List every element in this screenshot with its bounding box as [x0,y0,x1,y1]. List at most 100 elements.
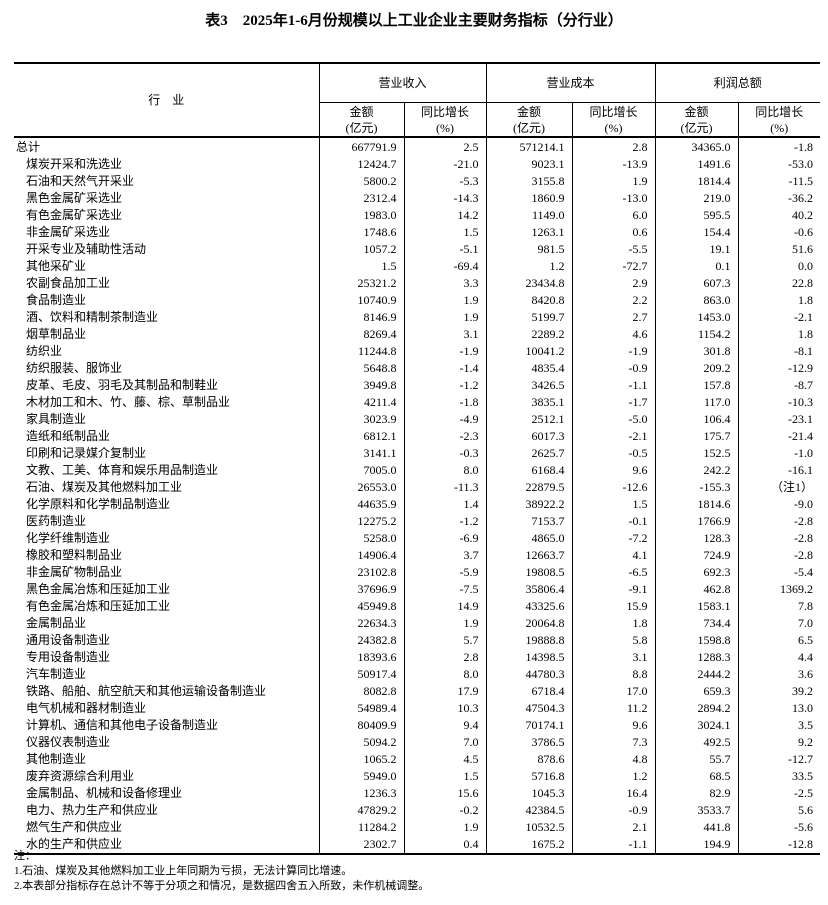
cost-growth: 8.8 [571,666,656,683]
table-row: 化学原料和化学制品制造业 44635.9 1.4 38922.2 1.5 1814.6 -9… [14,496,821,513]
revenue-amount: 25321.2 [318,275,404,292]
profit-growth: 40.2 [737,207,821,224]
amount-unit: (亿元) [345,121,378,135]
cost-amount: 10532.5 [485,819,573,836]
revenue-growth: 4.5 [403,751,487,768]
table-row: 黑色金属冶炼和压延加工业 37696.9 -7.5 35806.4 -9.1 462.8 1… [14,581,821,598]
industry-name: 非金属矿采选业 [26,225,111,239]
revenue-growth: 1.5 [403,768,487,785]
industry-name: 仪器仪表制造业 [26,735,111,749]
industry-name: 通用设备制造业 [26,633,111,647]
profit-amount: 1583.1 [654,598,739,615]
table-row: 酒、饮料和精制茶制造业 8146.9 1.9 5199.7 2.7 1453.0 -2.1 [14,309,821,326]
cost-amount: 1675.2 [485,836,573,854]
profit-amount: 219.0 [654,190,739,207]
table-row: 医药制造业 12275.2 -1.2 7153.7 -0.1 1766.9 -2.8 [14,513,821,530]
cost-amount: 19808.5 [485,564,573,581]
cost-growth: -0.9 [571,360,656,377]
revenue-amount: 5648.8 [318,360,404,377]
revenue-amount: 54989.4 [318,700,404,717]
profit-growth: -2.5 [737,785,821,802]
profit-amount: 55.7 [654,751,739,768]
table-body: 总计 667791.9 2.5 571214.1 2.8 34365.0 -1.8 煤炭开采和… [14,137,821,854]
profit-growth: -5.6 [737,819,821,836]
cost-amount: 6718.4 [485,683,573,700]
revenue-amount: 26553.0 [318,479,404,496]
profit-growth: -12.9 [737,360,821,377]
cost-amount: 3155.8 [485,173,573,190]
cost-amount: 878.6 [485,751,573,768]
revenue-amount: 5949.0 [318,768,404,785]
table-row: 化学纤维制造业 5258.0 -6.9 4865.0 -7.2 128.3 -2.8 [14,530,821,547]
profit-growth: -11.5 [737,173,821,190]
amount-label: 金额 [349,105,374,119]
amount-subheader: 金额 (亿元) [654,102,739,138]
cost-amount: 38922.2 [485,496,573,513]
table-row: 金属制品业 22634.3 1.9 20064.8 1.8 734.4 7.0 [14,615,821,632]
industry-name: 煤炭开采和洗选业 [26,157,123,171]
industry-name: 印刷和记录媒介复制业 [26,446,147,460]
cost-growth: -12.6 [571,479,656,496]
profit-growth: -1.0 [737,445,821,462]
revenue-growth: -7.5 [403,581,487,598]
revenue-amount: 3141.1 [318,445,404,462]
profit-amount: 301.8 [654,343,739,360]
cost-amount: 1.2 [485,258,573,275]
revenue-growth: 2.5 [403,137,487,156]
cost-growth: 1.2 [571,768,656,785]
revenue-amount: 22634.3 [318,615,404,632]
profit-growth: -9.0 [737,496,821,513]
note-1: 1.石油、煤炭及其他燃料加工业上年同期为亏损，无法计算同比增速。 [14,865,353,877]
cost-amount: 70174.1 [485,717,573,734]
industry-name: 文教、工美、体育和娱乐用品制造业 [26,463,219,477]
revenue-amount: 4211.4 [318,394,404,411]
revenue-growth: -1.9 [403,343,487,360]
revenue-amount: 10740.9 [318,292,404,309]
cost-amount: 6168.4 [485,462,573,479]
industry-name: 食品制造业 [26,293,87,307]
industry-name: 酒、饮料和精制茶制造业 [26,310,159,324]
industry-name: 有色金属矿采选业 [26,208,123,222]
cost-growth: 1.9 [571,173,656,190]
revenue-amount: 23102.8 [318,564,404,581]
table-row: 皮革、毛皮、羽毛及其制品和制鞋业 3949.8 -1.2 3426.5 -1.1 157.… [14,377,821,394]
profit-amount: -155.3 [654,479,739,496]
table-row: 纺织业 11244.8 -1.9 10041.2 -1.9 301.8 -8.1 [14,343,821,360]
table-row: 其他采矿业 1.5 -69.4 1.2 -72.7 0.1 0.0 [14,258,821,275]
profit-amount: 1288.3 [654,649,739,666]
cost-amount: 571214.1 [485,137,573,156]
revenue-amount: 80409.9 [318,717,404,734]
table-row: 水的生产和供应业 2302.7 0.4 1675.2 -1.1 194.9 -12.8 [14,836,821,854]
revenue-amount: 12424.7 [318,156,404,173]
revenue-growth: 8.0 [403,462,487,479]
revenue-growth: -0.2 [403,802,487,819]
table-row: 石油、煤炭及其他燃料加工业 26553.0 -11.3 22879.5 -12.6 -15… [14,479,821,496]
amount-unit: (亿元) [513,121,546,135]
cost-amount: 19888.8 [485,632,573,649]
revenue-growth: 8.0 [403,666,487,683]
table-row: 燃气生产和供应业 11284.2 1.9 10532.5 2.1 441.8 -5.6 [14,819,821,836]
table-row: 金属制品、机械和设备修理业 1236.3 15.6 1045.3 16.4 82.9 -2.… [14,785,821,802]
cost-growth: 2.9 [571,275,656,292]
profit-growth: 1.8 [737,292,821,309]
revenue-growth: -69.4 [403,258,487,275]
revenue-growth: 14.2 [403,207,487,224]
revenue-amount: 8146.9 [318,309,404,326]
cost-amount: 1263.1 [485,224,573,241]
revenue-growth: 3.3 [403,275,487,292]
profit-amount: 1766.9 [654,513,739,530]
revenue-amount: 37696.9 [318,581,404,598]
industry-name: 电气机械和器材制造业 [26,701,147,715]
cost-growth: -7.2 [571,530,656,547]
revenue-amount: 5094.2 [318,734,404,751]
profit-amount: 194.9 [654,836,739,854]
industry-name: 开采专业及辅助性活动 [26,242,147,256]
table-row: 仪器仪表制造业 5094.2 7.0 3786.5 7.3 492.5 9.2 [14,734,821,751]
revenue-amount: 1983.0 [318,207,404,224]
cost-amount: 2289.2 [485,326,573,343]
table-row: 有色金属冶炼和压延加工业 45949.8 14.9 43325.6 15.9 1583.1… [14,598,821,615]
profit-growth: -10.3 [737,394,821,411]
industry-name: 其他采矿业 [26,259,87,273]
profit-growth: 0.0 [737,258,821,275]
industry-name: 橡胶和塑料制品业 [26,548,123,562]
